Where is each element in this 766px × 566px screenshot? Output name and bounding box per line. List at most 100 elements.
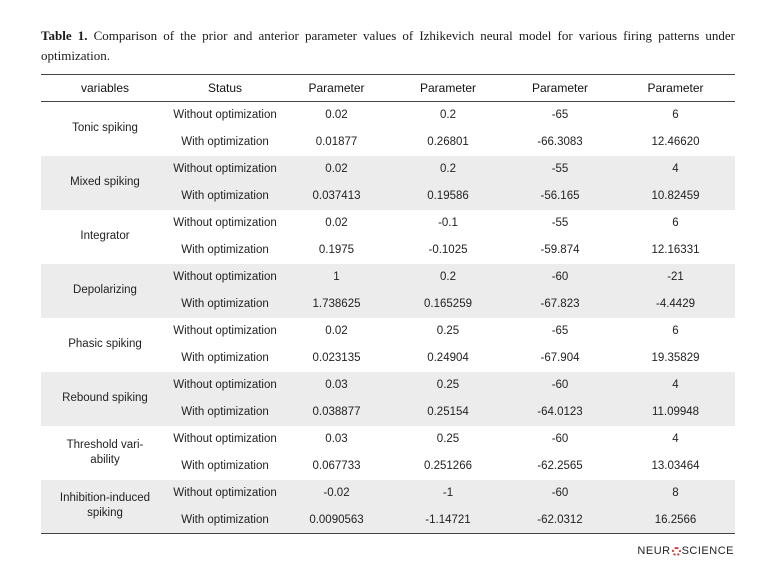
- variable-cell: Inhibition-induced spiking: [41, 479, 169, 534]
- status-cell: With optimization: [169, 182, 281, 210]
- parameter-value-cell: 0.037413: [281, 182, 392, 210]
- parameter-value-cell: 0.25: [436, 433, 460, 445]
- table-row: Phasic spiking Without optimization 0.02 0.…: [41, 318, 735, 350]
- parameter-table: variables Status Parameter Parameter Par…: [41, 74, 735, 534]
- status-cell: Without optimization: [173, 325, 277, 337]
- header-parameter-4: Parameter: [616, 74, 735, 102]
- status-cell: With optimization: [181, 244, 269, 256]
- parameter-value-cell: 0.038877: [281, 398, 392, 426]
- parameter-value-cell: 0.26801: [427, 136, 469, 148]
- status-cell: Without optimization: [169, 155, 281, 183]
- parameter-value-cell: 0.25: [436, 325, 460, 337]
- parameter-value-cell: 11.09948: [616, 398, 735, 426]
- parameter-value-cell: 0.03: [325, 433, 348, 445]
- parameter-value-cell: -59.874: [540, 244, 580, 256]
- parameter-value-cell: 12.16331: [651, 244, 700, 256]
- variable-cell: Threshold vari-ability: [66, 438, 144, 466]
- parameter-value-cell: -0.1: [438, 217, 458, 229]
- parameter-value-cell: 0.0090563: [281, 506, 392, 534]
- parameter-value-cell: 0.02: [325, 109, 348, 122]
- status-cell: With optimization: [169, 398, 281, 426]
- parameter-value-cell: 0.2: [392, 155, 504, 183]
- variable-cell: Depolarizing: [41, 263, 169, 318]
- parameter-value-cell: -60: [551, 433, 569, 445]
- table-caption: Table 1. Comparison of the prior and ant…: [41, 26, 735, 66]
- parameter-value-cell: -66.3083: [537, 136, 583, 148]
- parameter-value-cell: 0.2: [392, 263, 504, 291]
- table-body: Tonic spiking Without optimization 0.02 0.2…: [41, 102, 735, 534]
- variable-cell: Mixed spiking: [41, 155, 169, 210]
- status-cell: With optimization: [169, 506, 281, 534]
- parameter-value-cell: -65: [551, 109, 569, 122]
- parameter-value-cell: -56.165: [504, 182, 616, 210]
- table-row: Threshold vari-ability Without optimizati…: [41, 426, 735, 466]
- table-row: Integrator Without optimization 0.02 -0.1 -5…: [41, 210, 735, 242]
- parameter-value-cell: -21: [616, 263, 735, 291]
- parameter-value-cell: 0.165259: [392, 290, 504, 318]
- parameter-value-cell: 6: [672, 325, 679, 337]
- table-row: With optimization 0.023135 0.24904 -67.904 1…: [41, 345, 735, 372]
- parameter-value-cell: 0.25: [392, 371, 504, 399]
- status-cell: With optimization: [181, 352, 269, 364]
- table-row: With optimization 0.037413 0.19586 -56.165 1…: [41, 182, 735, 210]
- parameter-value-cell: -60: [504, 263, 616, 291]
- caption-label: Table 1.: [41, 28, 88, 43]
- neuroscience-logo: NEUR SCIENCE: [637, 545, 734, 557]
- parameter-value-cell: 0.01877: [315, 136, 358, 148]
- table-row: Rebound spiking Without optimization 0.03 0…: [41, 371, 735, 426]
- parameter-value-cell: 0.03: [281, 371, 392, 399]
- table-row: With optimization 0.1975 -0.1025 -59.874 12.…: [41, 237, 735, 264]
- parameter-value-cell: 0.023135: [312, 352, 361, 364]
- variable-cell: Phasic spiking: [68, 338, 142, 350]
- parameter-value-cell: 0.067733: [312, 460, 361, 472]
- status-cell: Without optimization: [169, 263, 281, 291]
- status-cell: Without optimization: [169, 371, 281, 399]
- parameter-value-cell: -55: [504, 155, 616, 183]
- parameter-value-cell: 19.35829: [651, 352, 700, 364]
- table-row: With optimization 0.067733 0.251266 -62.256…: [41, 453, 735, 480]
- header-parameter-3: Parameter: [504, 74, 616, 102]
- parameter-value-cell: 0.02: [325, 217, 348, 229]
- table-row: Depolarizing Without optimization 1 0.2 -60-…: [41, 263, 735, 318]
- parameter-value-cell: -62.0312: [504, 506, 616, 534]
- parameter-value-cell: 0.1975: [318, 244, 355, 256]
- parameter-value-cell: 0.02: [325, 325, 348, 337]
- parameter-value-cell: 6: [672, 109, 679, 122]
- status-cell: Without optimization: [169, 479, 281, 507]
- parameter-value-cell: 1.738625: [281, 290, 392, 318]
- header-parameter-2: Parameter: [392, 74, 504, 102]
- variable-cell: Tonic spiking: [72, 122, 138, 135]
- parameter-value-cell: 10.82459: [616, 182, 735, 210]
- parameter-value-cell: 4: [672, 433, 679, 445]
- header-status: Status: [169, 74, 281, 102]
- parameter-value-cell: 0.25154: [392, 398, 504, 426]
- parameter-value-cell: 0.02: [281, 155, 392, 183]
- status-cell: Without optimization: [173, 217, 277, 229]
- parameter-value-cell: -62.2565: [537, 460, 583, 472]
- parameter-value-cell: 0.24904: [427, 352, 469, 364]
- parameter-value-cell: -67.823: [504, 290, 616, 318]
- parameter-value-cell: 0.2: [440, 109, 456, 122]
- header-variables: variables: [41, 74, 169, 102]
- logo-mark-icon: [671, 546, 681, 556]
- status-cell: With optimization: [169, 290, 281, 318]
- table-row: Mixed spiking Without optimization 0.02 0.2…: [41, 155, 735, 210]
- logo-text-right: SCIENCE: [681, 545, 734, 557]
- status-cell: Without optimization: [173, 433, 277, 445]
- parameter-value-cell: -65: [551, 325, 569, 337]
- header-parameter-1: Parameter: [281, 74, 392, 102]
- table-row: With optimization 0.0090563 -1.14721 -62.03…: [41, 506, 735, 534]
- parameter-value-cell: -64.0123: [504, 398, 616, 426]
- parameter-value-cell: -55: [551, 217, 569, 229]
- variable-cell: Integrator: [80, 230, 130, 242]
- status-cell: Without optimization: [173, 109, 277, 122]
- parameter-value-cell: 4: [616, 155, 735, 183]
- parameter-value-cell: -0.1025: [428, 244, 468, 256]
- table-row: Inhibition-induced spiking Without optimi…: [41, 479, 735, 534]
- parameter-value-cell: -1: [392, 479, 504, 507]
- parameter-value-cell: -0.02: [281, 479, 392, 507]
- parameter-value-cell: 12.46620: [651, 136, 700, 148]
- caption-text: Comparison of the prior and anterior par…: [41, 28, 735, 63]
- table-row: With optimization 0.01877 0.26801 -66.3083 1…: [41, 129, 735, 156]
- table-row: Tonic spiking Without optimization 0.02 0.2…: [41, 102, 735, 134]
